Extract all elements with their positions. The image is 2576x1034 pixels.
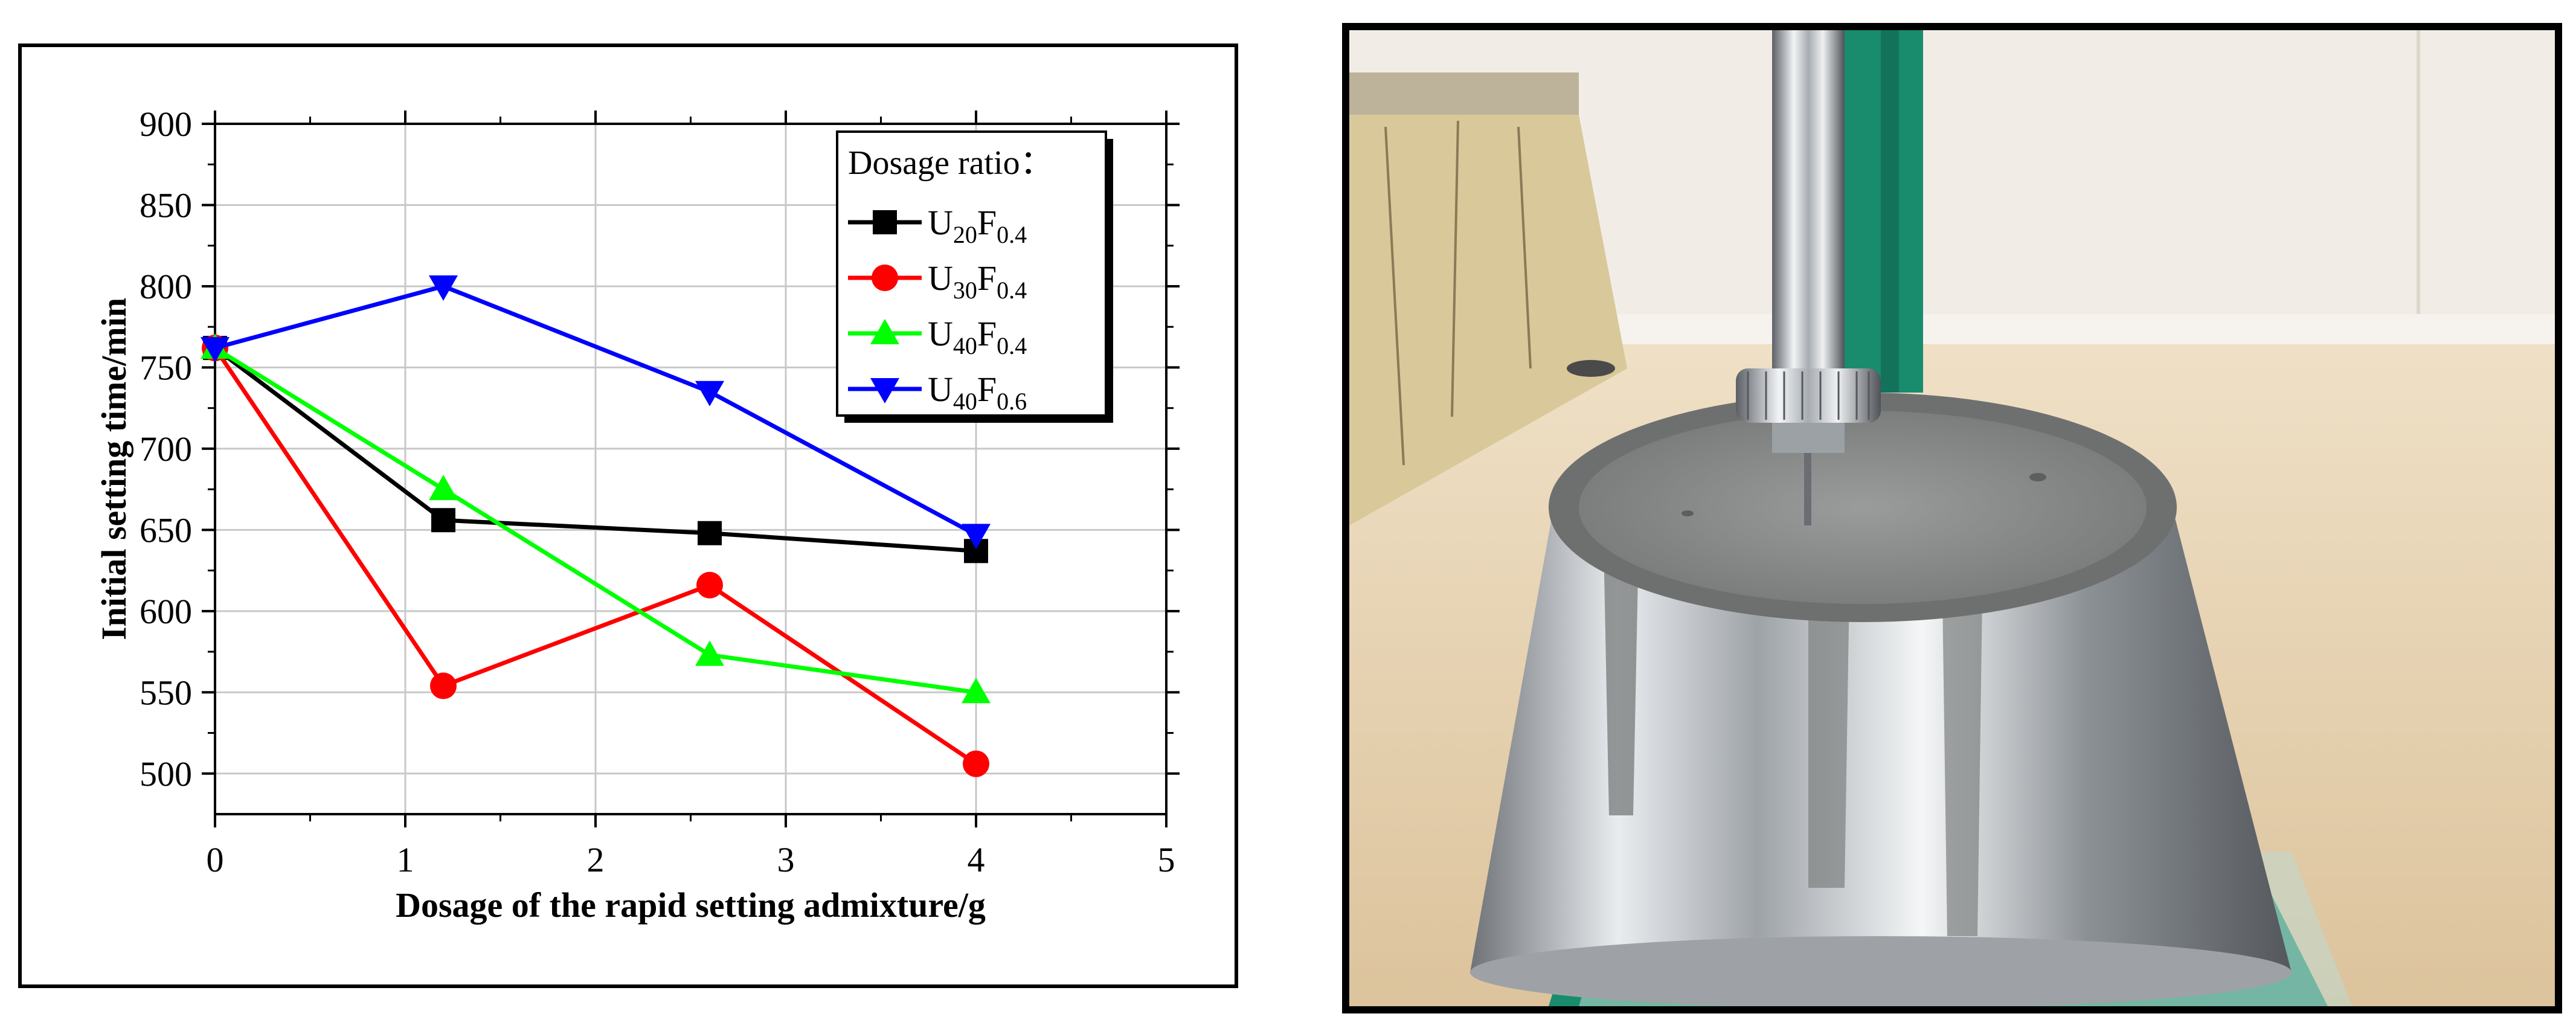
legend-title: Dosage ratio： xyxy=(848,144,1054,182)
legend-label: U40F0.4 xyxy=(928,314,1027,359)
y-tick-label: 700 xyxy=(140,429,192,469)
vertical-rod xyxy=(1772,30,1845,368)
y-tick-label: 550 xyxy=(140,673,192,712)
data-point xyxy=(695,381,724,406)
data-point xyxy=(962,524,991,550)
y-tick-label: 600 xyxy=(140,592,192,631)
legend-marker xyxy=(870,319,899,344)
x-tick-label: 1 xyxy=(397,840,414,879)
photo-panel xyxy=(1342,23,2562,1013)
series-line-2 xyxy=(214,346,977,695)
series-line-3 xyxy=(214,284,977,537)
data-point xyxy=(698,521,722,545)
data-point xyxy=(962,678,991,704)
data-point xyxy=(429,275,458,301)
x-tick-label: 0 xyxy=(207,840,224,879)
legend-marker xyxy=(873,210,897,234)
x-tick-label: 4 xyxy=(968,840,985,879)
data-point xyxy=(696,571,723,599)
line-chart: 0 1 2 3 4 5 500 550 600 650 700 750 800 850 900 Dosage … xyxy=(94,104,1180,925)
x-tick-label: 2 xyxy=(587,840,605,879)
data-point xyxy=(201,337,230,363)
knurled-collar xyxy=(1736,368,1881,423)
legend-label: U40F0.6 xyxy=(928,370,1027,415)
needle xyxy=(1804,453,1811,525)
vicat-apparatus-photo xyxy=(1349,30,2555,1006)
y-axis-label: Initial setting time/min xyxy=(94,298,133,640)
steel-mould xyxy=(1470,501,2292,972)
legend-marker xyxy=(870,378,899,403)
chart-panel: 0 1 2 3 4 5 500 550 600 650 700 750 800 850 900 Dosage … xyxy=(18,43,1238,988)
wooden-box xyxy=(1349,115,1627,525)
y-tick-label: 800 xyxy=(140,267,192,306)
x-tick-label: 3 xyxy=(777,840,795,879)
data-point xyxy=(430,672,457,699)
series-line-0 xyxy=(213,346,977,553)
y-tick-label: 900 xyxy=(140,104,192,144)
y-tick-label: 500 xyxy=(140,754,192,794)
cement-paste-surface xyxy=(1579,411,2147,604)
legend-label: U20F0.4 xyxy=(928,203,1027,248)
legend-label: U30F0.4 xyxy=(928,258,1027,304)
legend-marker xyxy=(872,265,898,291)
data-point xyxy=(431,508,455,533)
x-axis-label: Dosage of the rapid setting admixture/g xyxy=(396,885,986,925)
y-tick-label: 850 xyxy=(140,185,192,225)
data-point xyxy=(695,640,724,666)
y-tick-label: 650 xyxy=(140,510,192,550)
data-point xyxy=(963,750,989,777)
x-tick-label: 5 xyxy=(1158,840,1175,879)
y-tick-label: 750 xyxy=(140,348,192,387)
data-point xyxy=(429,475,458,501)
